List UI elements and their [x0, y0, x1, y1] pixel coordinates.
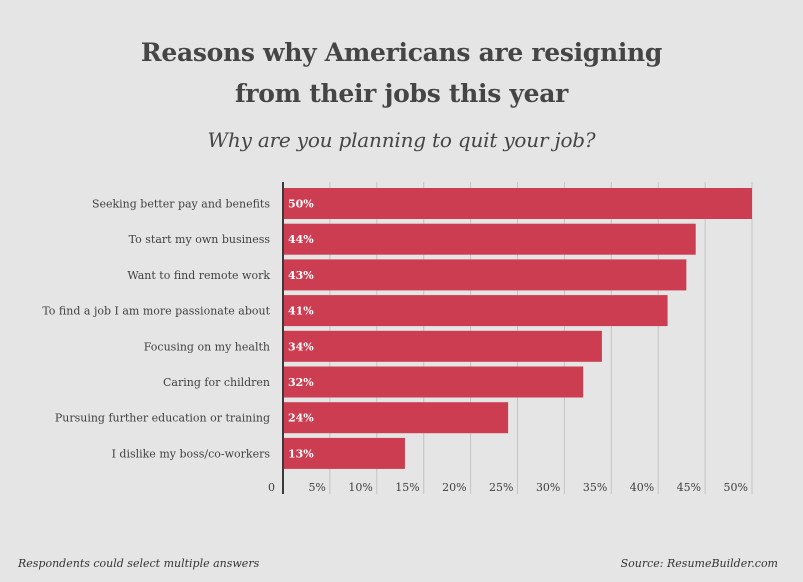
category-label: Pursuing further education or training: [55, 412, 270, 425]
category-label: I dislike my boss/co-workers: [112, 447, 271, 460]
x-tick-label: 40%: [630, 481, 654, 494]
category-label: Caring for children: [163, 376, 270, 389]
category-label: Want to find remote work: [127, 269, 270, 282]
bar: [283, 188, 752, 219]
bar-value-label: 32%: [288, 376, 314, 389]
x-tick-label: 25%: [489, 481, 513, 494]
x-tick-label: 30%: [536, 481, 560, 494]
bar: [283, 366, 584, 398]
x-tick-label: 0: [268, 481, 275, 494]
bar: [283, 402, 509, 434]
bar: [283, 223, 696, 255]
x-tick-label: 50%: [724, 481, 748, 494]
bar-value-label: 13%: [288, 447, 314, 460]
chart-title-line-2: from their jobs this year: [234, 79, 569, 108]
bar-value-label: 44%: [288, 233, 314, 246]
category-label: To find a job I am more passionate about: [42, 305, 270, 318]
chart-subtitle: Why are you planning to quit your job?: [207, 128, 596, 152]
category-label: Focusing on my health: [144, 340, 270, 353]
bar-value-label: 41%: [288, 305, 314, 318]
bar: [283, 330, 602, 362]
x-tick-label: 35%: [583, 481, 607, 494]
bar-value-label: 43%: [288, 269, 314, 282]
chart-title-line-1: Reasons why Americans are resigning: [140, 38, 663, 67]
footer-note: Respondents could select multiple answer…: [18, 557, 260, 570]
footer-source: Source: ResumeBuilder.com: [620, 557, 778, 570]
bar: [283, 437, 405, 469]
x-tick-label: 5%: [308, 481, 325, 494]
chart-title: Reasons why Americans are resigning from…: [0, 32, 803, 114]
bar: [283, 295, 668, 327]
category-label: Seeking better pay and benefits: [92, 198, 270, 211]
bar-value-label: 24%: [288, 412, 314, 425]
bar-value-label: 34%: [288, 340, 314, 353]
x-tick-label: 45%: [677, 481, 701, 494]
x-tick-label: 20%: [442, 481, 466, 494]
x-tick-label: 15%: [395, 481, 419, 494]
category-label: To start my own business: [129, 233, 271, 246]
bar: [283, 259, 687, 291]
bar-value-label: 50%: [288, 198, 314, 211]
x-tick-label: 10%: [348, 481, 372, 494]
